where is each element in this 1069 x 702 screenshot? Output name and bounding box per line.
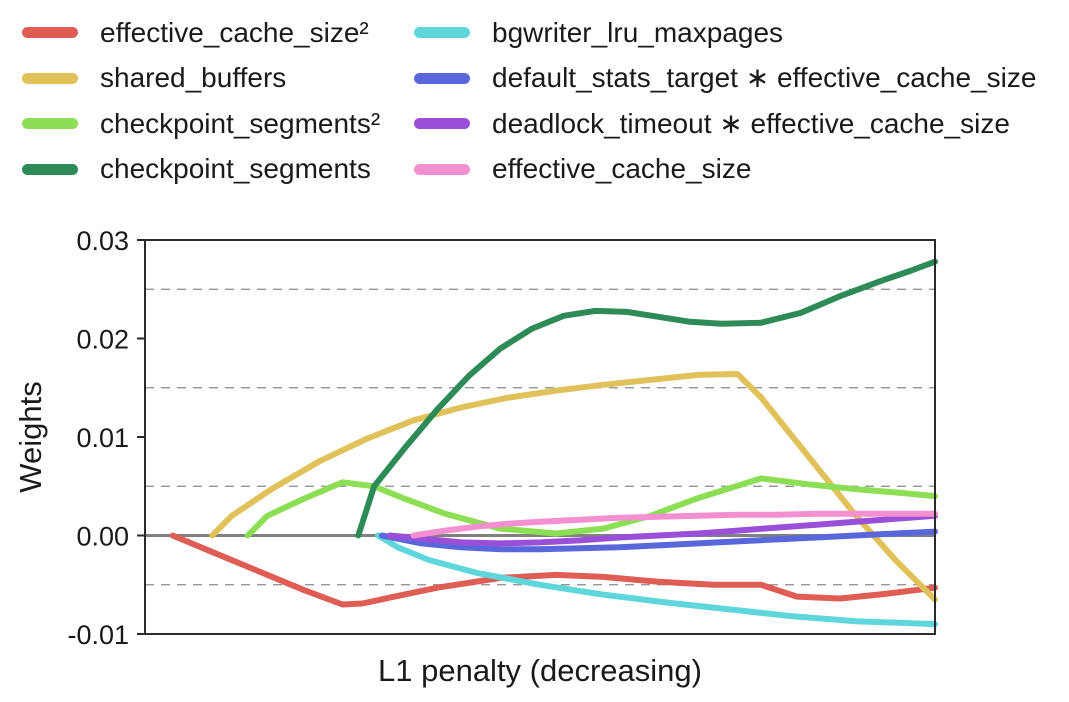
legend-swatch <box>414 118 470 130</box>
series-line-3 <box>244 475 938 539</box>
y-tick-label: 0.03 <box>76 226 129 256</box>
legend-swatch <box>22 27 78 39</box>
legend-column-right: bgwriter_lru_maxpages default_stats_targe… <box>414 10 1036 192</box>
legend-label: effective_cache_size² <box>100 16 369 48</box>
legend-label: shared_buffers <box>100 62 287 94</box>
series-line-4 <box>355 258 938 539</box>
legend-label: deadlock_timeout ∗ effective_cache_size <box>492 107 1010 139</box>
series-line-8 <box>410 510 938 539</box>
y-tick-label: 0.02 <box>76 325 129 355</box>
legend-swatch <box>414 27 470 39</box>
y-axis-title: Weights <box>13 381 48 492</box>
y-tick-label: 0.00 <box>76 522 129 552</box>
series-line-2 <box>209 371 938 603</box>
legend-label: checkpoint_segments <box>100 153 371 185</box>
legend-item: effective_cache_size² <box>22 10 380 56</box>
y-ticks: -0.01 0.00 0.01 0.02 0.03 <box>67 226 145 650</box>
y-tick-label: -0.01 <box>67 620 129 650</box>
y-tick-label: 0.01 <box>76 423 129 453</box>
series-line-6 <box>379 528 938 553</box>
legend-label: bgwriter_lru_maxpages <box>492 16 784 48</box>
legend-item: shared_buffers <box>22 56 380 102</box>
legend-label: checkpoint_segments² <box>100 107 381 139</box>
series-line-7 <box>386 512 938 547</box>
legend-item: effective_cache_size <box>414 147 1036 193</box>
series-line-5 <box>375 532 938 628</box>
legend-item: deadlock_timeout ∗ effective_cache_size <box>414 101 1036 147</box>
legend-swatch <box>22 163 78 175</box>
series-lines <box>169 258 938 628</box>
legend-swatch <box>414 163 470 175</box>
legend-swatch <box>22 118 78 130</box>
legend-item: checkpoint_segments <box>22 147 380 193</box>
legend-label: default_stats_target ∗ effective_cache_s… <box>492 62 1037 94</box>
legend-swatch <box>22 72 78 84</box>
legend-item: bgwriter_lru_maxpages <box>414 10 1036 56</box>
legend-swatch <box>414 72 470 84</box>
legend-item: default_stats_target ∗ effective_cache_s… <box>414 56 1036 102</box>
x-axis-title: L1 penalty (decreasing) <box>378 653 702 688</box>
legend-label: effective_cache_size <box>492 153 752 185</box>
legend-item: checkpoint_segments² <box>22 101 380 147</box>
series-line-1 <box>169 532 938 608</box>
